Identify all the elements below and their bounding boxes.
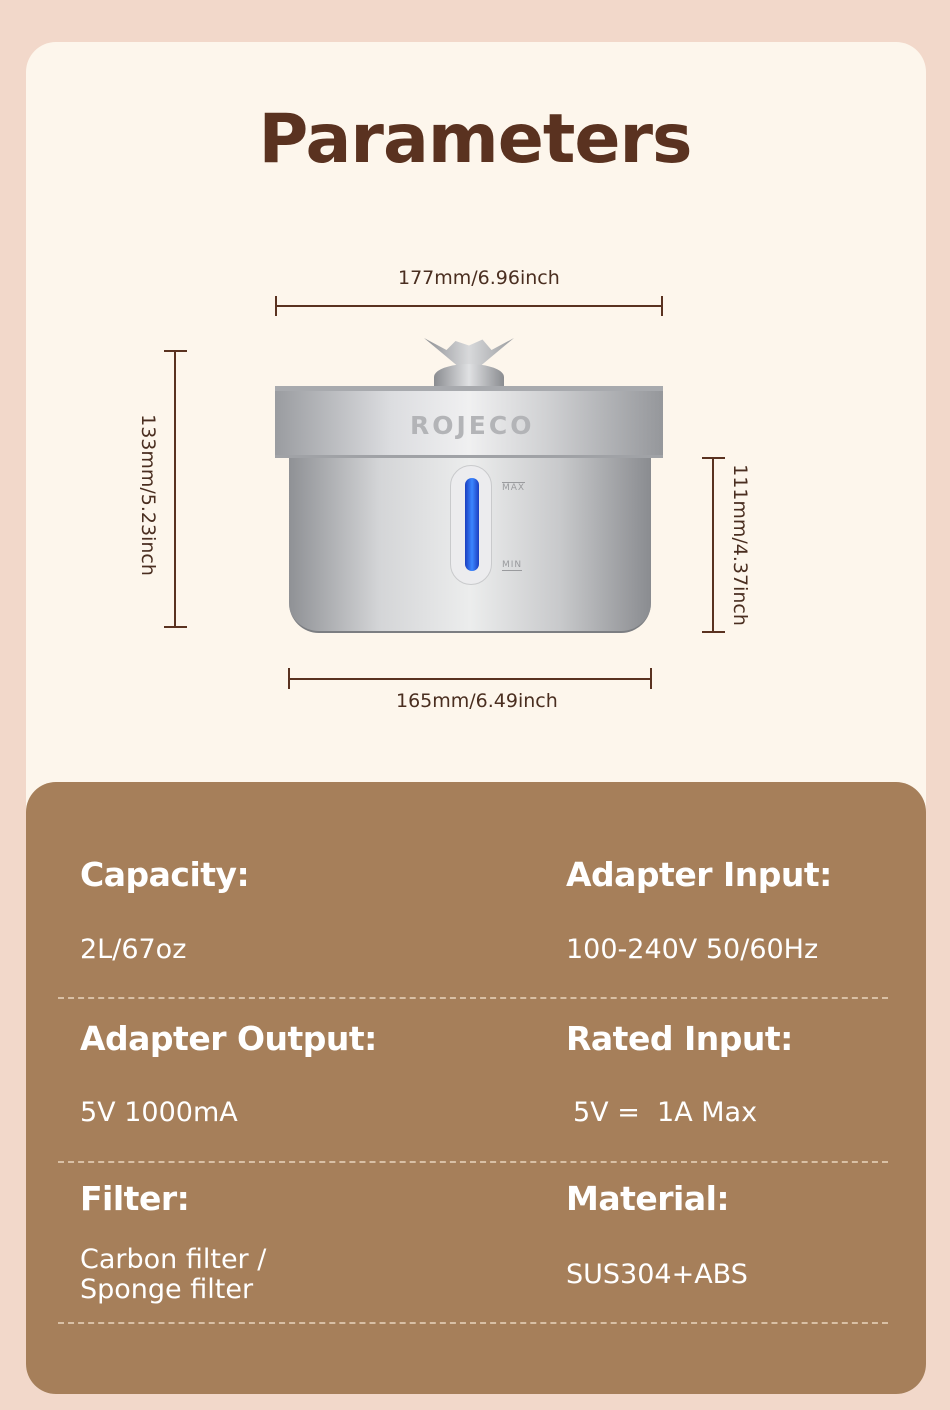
max-label: MAX: [502, 482, 526, 493]
body-height-label: 111mm/4.37inch: [729, 464, 751, 626]
fountain-lid: [275, 386, 663, 458]
spec-label: Material:: [566, 1179, 730, 1218]
min-label: MIN: [502, 560, 523, 571]
brand-logo: ROJECO: [410, 411, 535, 440]
bottom-width-label: 165mm/6.49inch: [396, 690, 558, 712]
spec-label: Rated Input:: [566, 1019, 793, 1058]
spec-label: Adapter Output:: [80, 1019, 377, 1058]
spec-label: Capacity:: [80, 855, 250, 894]
spec-value: 2L/67oz: [80, 934, 187, 965]
spec-value: 100-240V 50/60Hz: [566, 934, 819, 965]
page-title: Parameters: [258, 100, 693, 179]
divider: [58, 1161, 888, 1163]
water-level-indicator: [465, 478, 479, 571]
divider: [58, 997, 888, 999]
divider: [58, 1322, 888, 1324]
spec-value-line: Carbon filter /: [80, 1244, 267, 1275]
spec-value: 5V 1000mA: [80, 1097, 238, 1128]
total-height-label: 133mm/5.23inch: [137, 414, 159, 576]
spec-value-line: Sponge filter: [80, 1274, 254, 1305]
top-width-label: 177mm/6.96inch: [398, 267, 560, 289]
spec-value: 5V = 1A Max: [573, 1097, 758, 1128]
spec-label: Adapter Input:: [566, 855, 832, 894]
spec-label: Filter:: [80, 1179, 190, 1218]
specs-panel: [26, 782, 926, 1394]
spec-value: SUS304+ABS: [566, 1259, 748, 1290]
